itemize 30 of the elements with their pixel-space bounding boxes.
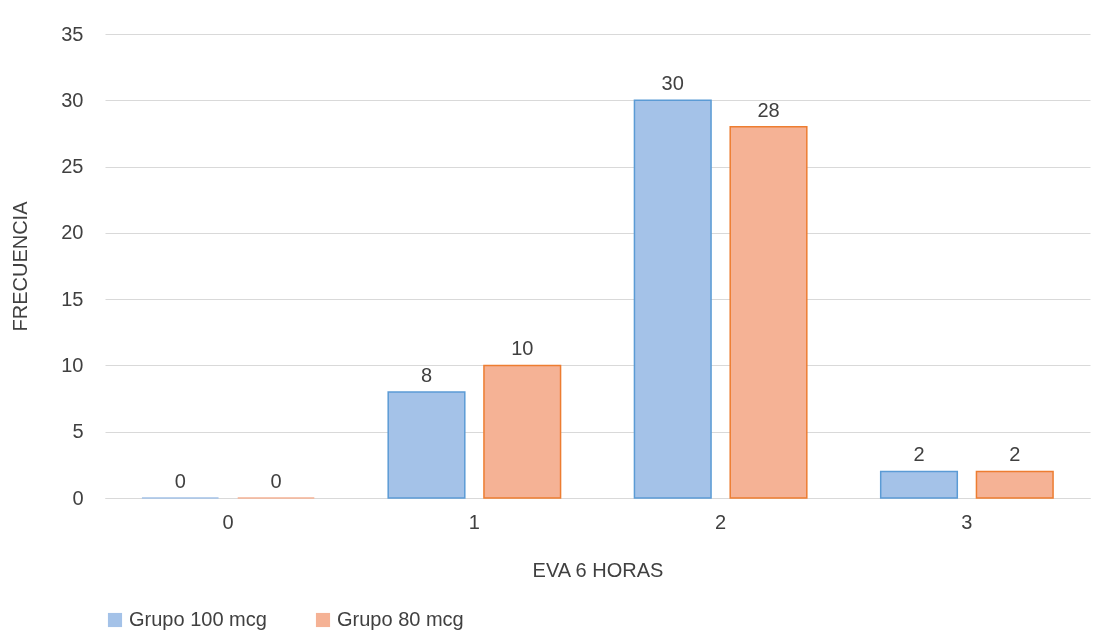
- bar: [729, 126, 808, 499]
- x-tick-label: 3: [961, 510, 973, 533]
- legend-label: Grupo 80 mcg: [337, 608, 464, 630]
- bar: [387, 391, 466, 499]
- x-tick-label: 1: [468, 510, 480, 533]
- data-label: 30: [661, 72, 684, 95]
- y-axis-title: FRECUENCIA: [9, 200, 32, 332]
- y-tick-label: 10: [61, 353, 84, 376]
- data-label: 28: [757, 98, 780, 121]
- bar: [879, 470, 959, 499]
- bar: [483, 364, 562, 499]
- y-tick-label: 25: [61, 155, 84, 178]
- x-tick-label: 2: [715, 510, 727, 533]
- y-tick-label: 15: [61, 287, 84, 310]
- data-label: 8: [420, 363, 433, 386]
- y-tick-label: 5: [72, 420, 84, 443]
- y-tick-label: 35: [61, 22, 84, 45]
- y-tick-label: 0: [72, 486, 84, 509]
- x-axis-title: EVA 6 HORAS: [532, 558, 664, 581]
- data-label: 0: [174, 470, 186, 492]
- legend-label: Grupo 100 mcg: [129, 608, 267, 630]
- data-label: 2: [913, 443, 925, 466]
- bar: [975, 470, 1054, 499]
- bar: [633, 99, 712, 499]
- y-tick-label: 20: [61, 221, 84, 244]
- data-label: 10: [511, 337, 534, 360]
- x-tick-label: 0: [222, 510, 234, 533]
- y-tick-label: 30: [61, 88, 84, 111]
- data-label: 2: [1009, 443, 1021, 466]
- data-label: 0: [270, 470, 282, 492]
